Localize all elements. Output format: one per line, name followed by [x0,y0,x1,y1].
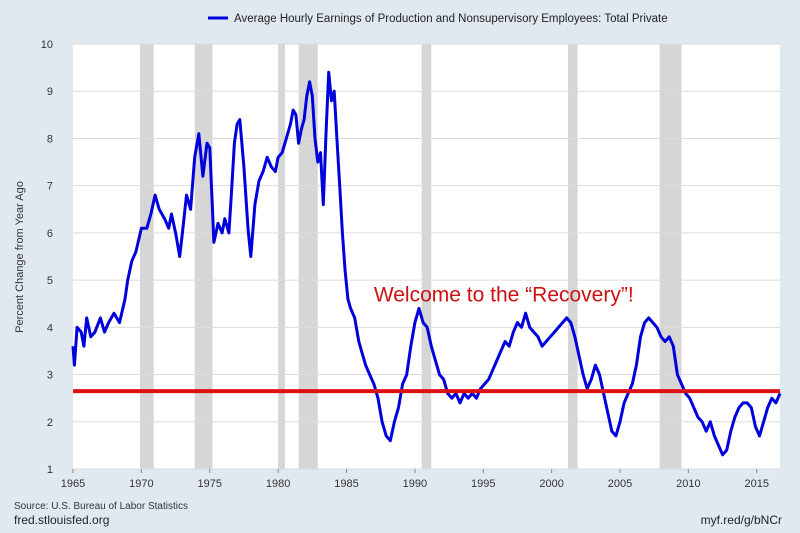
x-tick-label-3: 1980 [266,478,290,490]
x-tick-label-4: 1985 [334,478,358,490]
y-tick-label-2: 3 [47,370,53,382]
y-tick-label-3: 4 [47,322,53,334]
y-tick-label-0: 1 [47,464,53,476]
annotation-text: Welcome to the “Recovery”! [374,283,634,306]
recession-band-5 [568,44,578,469]
short-link[interactable]: myf.red/g/bNCr [700,513,782,527]
x-tick-label-5: 1990 [403,478,427,490]
recession-band-1 [194,44,213,469]
recession-band-3 [298,44,318,469]
recession-band-0 [140,44,154,469]
x-tick-label-6: 1995 [471,478,495,490]
y-axis-ticks: 1 2 3 4 5 6 7 8 9 10 [41,39,53,476]
x-tick-label-2: 1975 [198,478,222,490]
x-tick-label-7: 2000 [539,478,563,490]
x-tick-label-9: 2010 [676,478,700,490]
x-tick-label-10: 2015 [745,478,769,490]
y-tick-label-5: 6 [47,228,53,240]
y-tick-label-6: 7 [47,181,53,193]
recession-band-4 [421,44,432,469]
y-axis-label: Percent Change from Year Ago [14,181,26,333]
gridlines [73,43,780,470]
source-text: Source: U.S. Bureau of Labor Statistics [14,501,188,512]
y-tick-label-8: 9 [47,86,53,98]
legend: Average Hourly Earnings of Production an… [208,13,668,25]
recession-band-2 [278,44,285,469]
series-line [71,70,782,457]
x-tick-label-8: 2005 [608,478,632,490]
x-axis-ticks: 1965 1970 1975 1980 1985 1990 1995 2000 2005 2010… [61,469,769,490]
x-tick-label-1: 1970 [129,478,153,490]
y-tick-label-1: 2 [47,417,53,429]
y-tick-label-9: 10 [41,39,53,51]
site-link[interactable]: fred.stlouisfed.org [14,513,110,527]
legend-label: Average Hourly Earnings of Production an… [234,13,668,25]
x-tick-label-0: 1965 [61,478,85,490]
recession-band-6 [659,44,682,469]
y-tick-label-4: 5 [47,275,53,287]
y-tick-label-7: 8 [47,133,53,145]
